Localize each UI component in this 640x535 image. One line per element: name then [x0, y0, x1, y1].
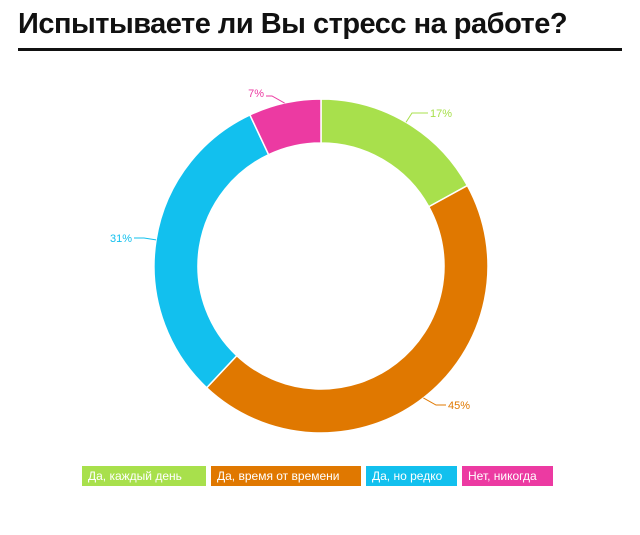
slice-rarely — [153, 113, 270, 389]
data-label-never: 7% — [248, 88, 264, 100]
chart-title: Испытываете ли Вы стресс на работе? — [18, 8, 568, 40]
chart-legend: Да, каждый день Да, время от времени Да,… — [82, 466, 553, 486]
legend-item-rarely: Да, но редко — [366, 466, 457, 486]
leader-line-every-day — [405, 112, 428, 123]
data-label-sometimes: 45% — [448, 400, 470, 412]
leader-line-never — [266, 95, 285, 104]
data-label-rarely: 31% — [110, 233, 132, 245]
data-label-every-day: 17% — [430, 108, 452, 120]
leader-line-rarely — [134, 237, 157, 241]
legend-item-sometimes: Да, время от времени — [211, 466, 361, 486]
legend-item-never: Нет, никогда — [462, 466, 553, 486]
leader-line-sometimes — [423, 397, 446, 406]
slice-never — [248, 98, 322, 156]
slice-sometimes — [205, 184, 489, 434]
legend-item-every-day: Да, каждый день — [82, 466, 206, 486]
title-underline — [18, 48, 622, 51]
donut-chart: 17% 45% 31% 7% — [110, 88, 489, 434]
